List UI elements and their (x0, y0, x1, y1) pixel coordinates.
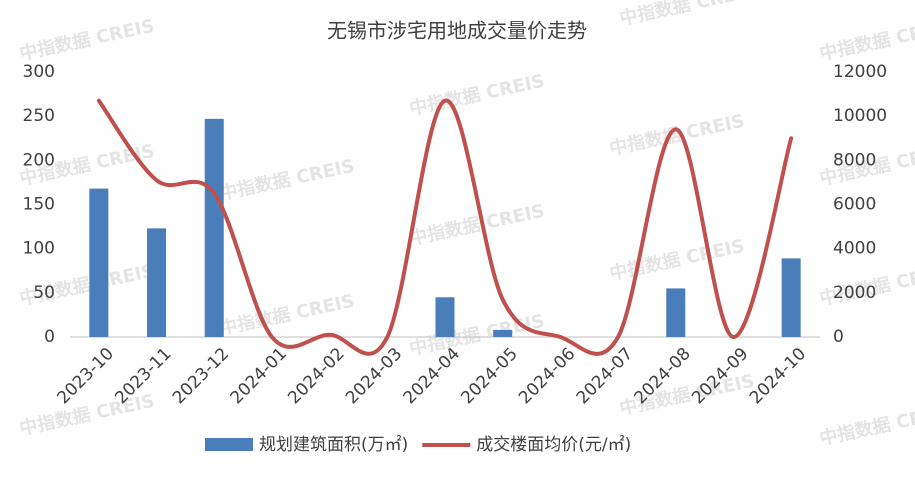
y2-tick-label: 8000 (833, 150, 876, 170)
legend-label: 成交楼面均价(元/㎡) (476, 435, 631, 455)
watermark: 中指数据 CREIS (218, 155, 357, 205)
y-tick-label: 50 (33, 283, 55, 303)
watermark: 中指数据 CREIS (608, 235, 747, 285)
bar (666, 288, 686, 337)
y-tick-label: 0 (44, 327, 55, 347)
bar (781, 258, 801, 337)
y2-tick-label: 10000 (833, 106, 887, 126)
y-tick-label: 250 (23, 106, 55, 126)
x-tick-label: 2024-01 (227, 344, 291, 408)
y2-tick-label: 0 (833, 327, 844, 347)
legend-label: 规划建筑面积(万㎡) (259, 435, 408, 455)
x-tick-label: 2024-06 (515, 344, 579, 408)
watermark: 中指数据 CREIS (218, 290, 357, 340)
watermark: 中指数据 CREIS (608, 110, 747, 160)
y-tick-label: 300 (23, 62, 55, 82)
watermark: 中指数据 CREIS (408, 70, 547, 120)
x-tick-label: 2024-05 (457, 344, 521, 408)
y2-tick-label: 6000 (833, 195, 876, 215)
x-tick-label: 2024-10 (746, 344, 810, 408)
x-tick-label: 2023-12 (169, 344, 233, 408)
bar (493, 329, 513, 337)
y-tick-label: 200 (23, 150, 55, 170)
y2-tick-label: 12000 (833, 62, 887, 82)
legend-swatch (205, 438, 253, 451)
x-tick-label: 2024-02 (284, 344, 348, 408)
chart-title: 无锡市涉宅用地成交量价走势 (327, 19, 587, 43)
bar (204, 118, 224, 337)
y2-tick-label: 2000 (833, 283, 876, 303)
bar (147, 228, 167, 337)
x-tick-label: 2023-10 (54, 344, 118, 408)
y-tick-label: 150 (23, 195, 55, 215)
watermark: 中指数据 CREIS (408, 310, 547, 360)
line (96, 98, 794, 356)
bar (435, 297, 455, 337)
watermark: 中指数据 CREIS (818, 400, 915, 450)
y-tick-label: 100 (23, 239, 55, 259)
watermark: 中指数据 CREIS (618, 0, 757, 30)
watermark: 中指数据 CREIS (18, 15, 157, 65)
watermark: 中指数据 CREIS (818, 15, 915, 65)
y2-tick-label: 4000 (833, 239, 876, 259)
bar (89, 188, 109, 337)
